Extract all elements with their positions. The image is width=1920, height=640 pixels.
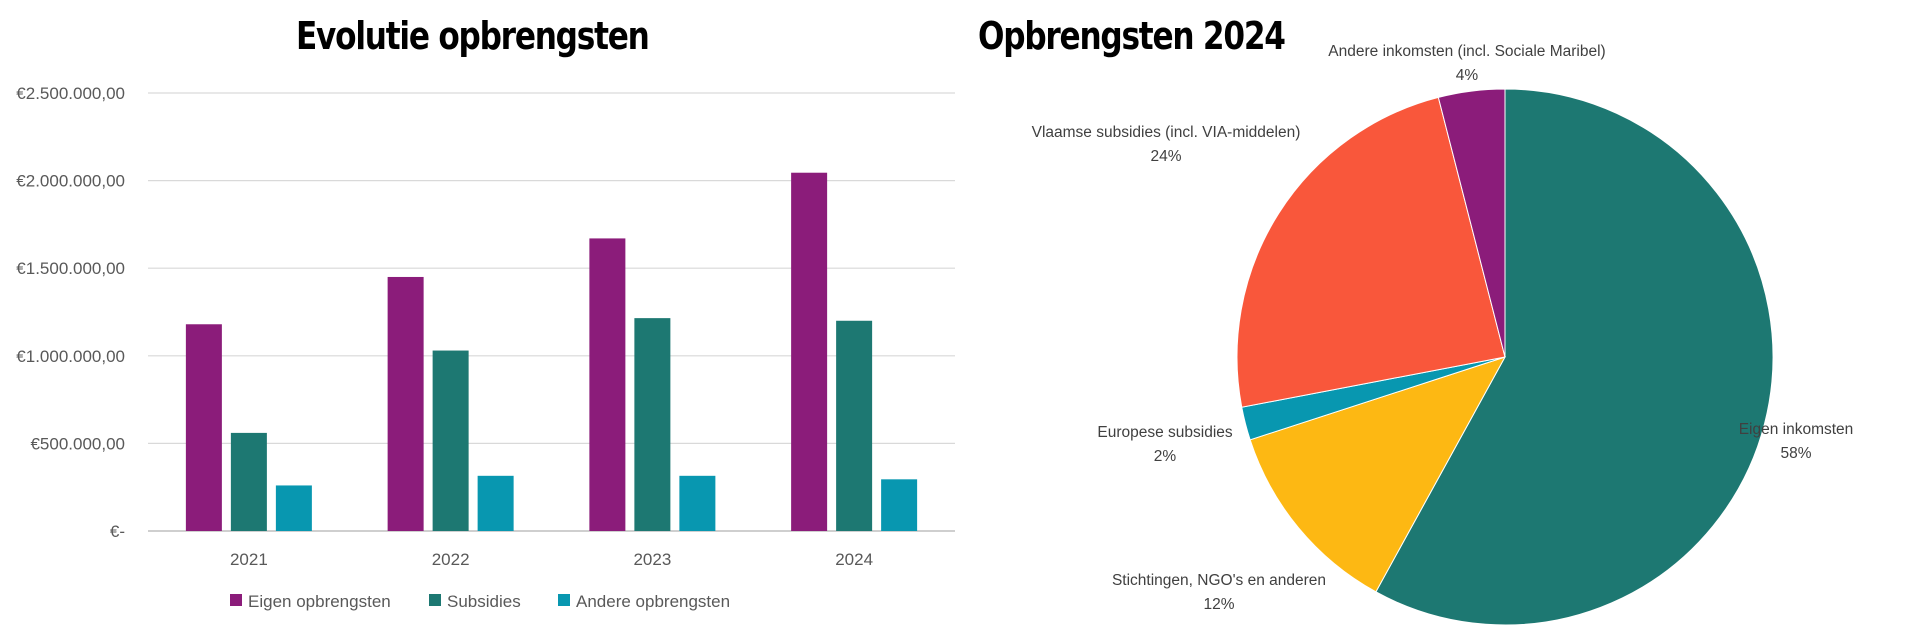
bar bbox=[836, 320, 873, 531]
bar bbox=[387, 276, 424, 531]
slice-label: Eigen inkomsten bbox=[1739, 421, 1854, 438]
y-tick-label: €- bbox=[110, 522, 125, 541]
pie-chart-title: Opbrengsten 2024 bbox=[978, 14, 1286, 58]
slice-pct-label: 12% bbox=[1203, 596, 1234, 613]
bar bbox=[185, 324, 222, 531]
legend-label: Subsidies bbox=[447, 592, 521, 611]
legend-swatch bbox=[558, 594, 570, 606]
bar bbox=[791, 172, 828, 531]
slice-pct-label: 2% bbox=[1154, 448, 1177, 465]
slice-label: Vlaamse subsidies (incl. VIA-middelen) bbox=[1032, 124, 1301, 141]
pie-slice bbox=[1437, 88, 1506, 358]
legend-swatch bbox=[230, 594, 242, 606]
y-tick-label: €1.000.000,00 bbox=[16, 347, 125, 366]
x-tick-label: 2022 bbox=[432, 550, 470, 569]
bar-chart: €- €500.000,00 €1.000.000,00 €1.500.000,00 €… bbox=[16, 84, 955, 611]
bar-chart-title: Evolutie opbrengsten bbox=[296, 14, 650, 58]
slice-pct-label: 58% bbox=[1780, 445, 1811, 462]
bar bbox=[634, 318, 671, 531]
y-tick-label: €1.500.000,00 bbox=[16, 259, 125, 278]
bar bbox=[432, 350, 469, 531]
x-tick-label: 2023 bbox=[633, 550, 671, 569]
legend-label: Eigen opbrengsten bbox=[248, 592, 391, 611]
slice-pct-label: 4% bbox=[1456, 67, 1479, 84]
y-tick-label: €500.000,00 bbox=[30, 434, 125, 453]
y-tick-label: €2.000.000,00 bbox=[16, 172, 125, 191]
bar bbox=[275, 485, 312, 531]
slice-label: Andere inkomsten (incl. Sociale Maribel) bbox=[1328, 43, 1605, 60]
legend-swatch bbox=[429, 594, 441, 606]
pie-slice bbox=[1249, 356, 1507, 593]
pie-slice bbox=[1236, 96, 1506, 408]
y-tick-label: €2.500.000,00 bbox=[16, 84, 125, 103]
pie-chart: Eigen inkomsten 58% Stichtingen, NGO's en … bbox=[1032, 43, 1854, 626]
slice-label: Stichtingen, NGO's en anderen bbox=[1112, 572, 1326, 589]
x-tick-label: 2021 bbox=[230, 550, 268, 569]
bar bbox=[589, 238, 626, 531]
bar bbox=[679, 475, 716, 531]
legend-label: Andere opbrengsten bbox=[576, 592, 730, 611]
slice-label: Europese subsidies bbox=[1097, 424, 1233, 441]
bar bbox=[230, 432, 267, 531]
bar bbox=[881, 479, 918, 531]
slice-pct-label: 24% bbox=[1150, 148, 1181, 165]
x-tick-label: 2024 bbox=[835, 550, 873, 569]
bar bbox=[477, 475, 514, 531]
pie-slice bbox=[1375, 88, 1774, 626]
